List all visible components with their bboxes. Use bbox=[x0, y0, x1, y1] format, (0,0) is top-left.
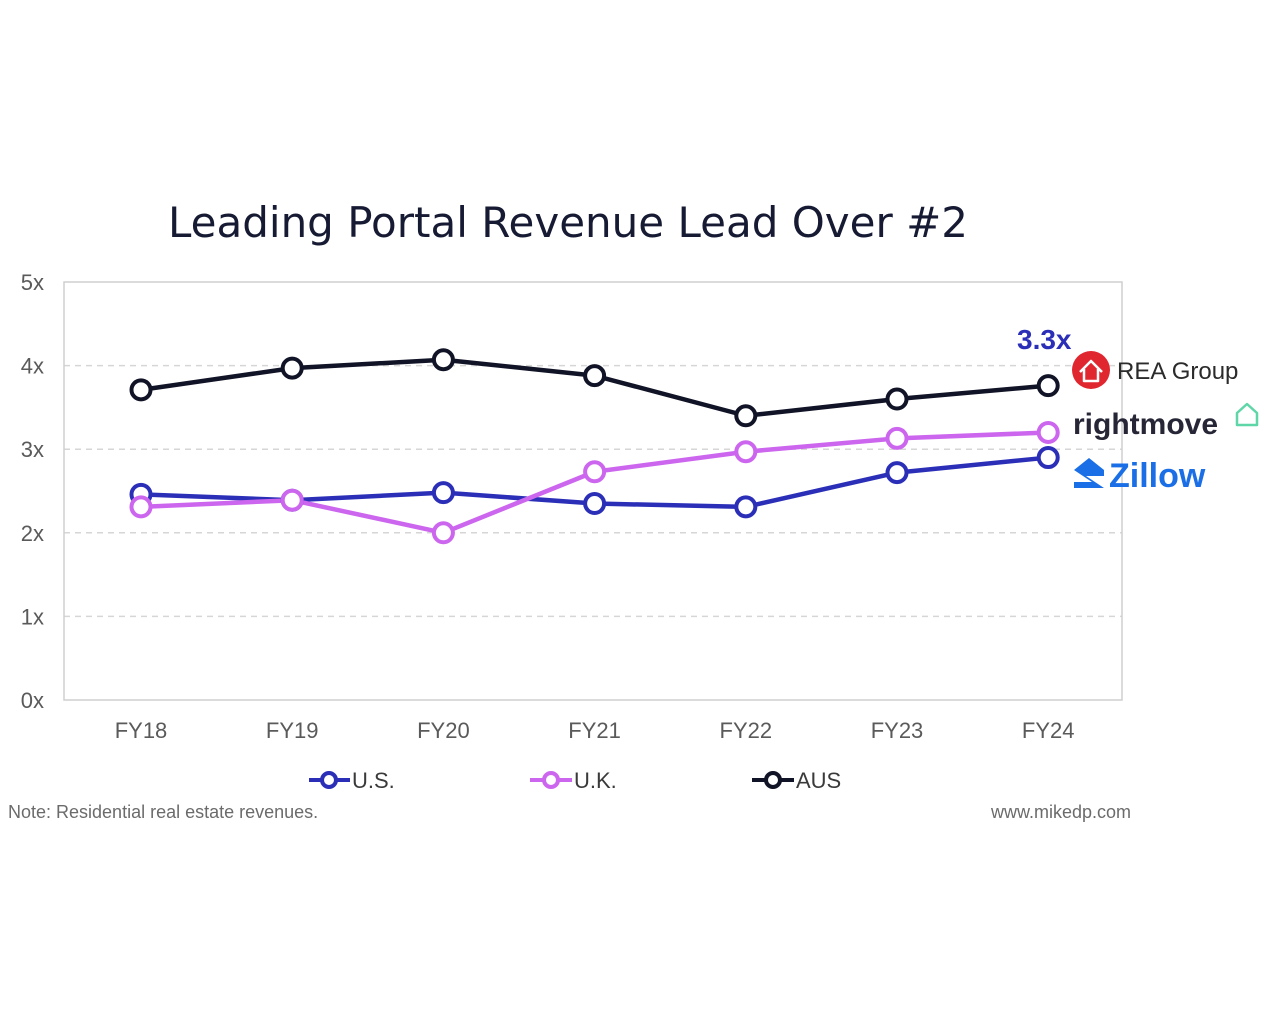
legend-label-uk: U.K. bbox=[574, 768, 617, 793]
source-credit: www.mikedp.com bbox=[990, 802, 1131, 822]
legend-item-us: U.S. bbox=[309, 768, 395, 793]
data-point-uk bbox=[734, 440, 758, 464]
data-point-uk bbox=[1036, 420, 1060, 444]
gridlines bbox=[64, 364, 1122, 618]
data-point-us bbox=[431, 481, 455, 505]
data-point-us bbox=[1036, 446, 1060, 470]
rea-house-icon bbox=[1072, 351, 1110, 389]
legend-label-aus: AUS bbox=[796, 768, 841, 793]
data-point-uk bbox=[280, 488, 304, 512]
x-tick-label: FY21 bbox=[568, 718, 621, 743]
legend: U.S. U.K. AUS bbox=[309, 768, 841, 793]
x-tick-label: FY19 bbox=[266, 718, 319, 743]
data-point-uk bbox=[583, 460, 607, 484]
x-tick-label: FY22 bbox=[720, 718, 773, 743]
data-point-us bbox=[734, 495, 758, 519]
legend-marker-aus bbox=[764, 771, 782, 789]
y-tick-label: 0x bbox=[21, 688, 44, 713]
series-points bbox=[129, 348, 1060, 545]
y-tick-label: 1x bbox=[21, 604, 44, 629]
footnote: Note: Residential real estate revenues. bbox=[8, 802, 318, 822]
rightmove-logo: rightmove bbox=[1073, 402, 1259, 441]
zillow-z-icon bbox=[1074, 458, 1104, 488]
data-point-uk bbox=[129, 495, 153, 519]
data-point-aus bbox=[1036, 374, 1060, 398]
data-point-uk bbox=[431, 521, 455, 545]
data-point-aus bbox=[734, 404, 758, 428]
y-tick-label: 3x bbox=[21, 437, 44, 462]
chart-title: Leading Portal Revenue Lead Over #2 bbox=[168, 198, 968, 247]
y-tick-label: 2x bbox=[21, 521, 44, 546]
rea-house-glyph-icon bbox=[1079, 359, 1103, 383]
x-tick-label: FY18 bbox=[115, 718, 168, 743]
zillow-logo: Zillow bbox=[1074, 457, 1206, 495]
rightmove-label: rightmove bbox=[1073, 408, 1218, 441]
legend-label-us: U.S. bbox=[352, 768, 395, 793]
legend-item-uk: U.K. bbox=[530, 768, 617, 793]
x-tick-label: FY20 bbox=[417, 718, 470, 743]
data-point-us bbox=[583, 492, 607, 516]
x-tick-label: FY23 bbox=[871, 718, 924, 743]
rightmove-house-icon bbox=[1235, 402, 1259, 427]
x-axis-ticks: FY18 FY19 FY20 FY21 FY22 FY23 FY24 bbox=[115, 718, 1075, 743]
y-tick-label: 4x bbox=[21, 354, 44, 379]
legend-marker-uk bbox=[542, 771, 560, 789]
data-point-aus bbox=[583, 364, 607, 388]
x-tick-label: FY24 bbox=[1022, 718, 1075, 743]
legend-marker-us bbox=[320, 771, 338, 789]
data-point-aus bbox=[129, 378, 153, 402]
data-point-us bbox=[885, 461, 909, 485]
legend-item-aus: AUS bbox=[752, 768, 841, 793]
plot-area-border bbox=[63, 281, 1123, 701]
zillow-label: Zillow bbox=[1109, 457, 1206, 495]
data-point-uk bbox=[885, 426, 909, 450]
rea-group-label: REA Group bbox=[1117, 358, 1238, 385]
rea-group-logo: REA Group bbox=[1072, 351, 1238, 389]
annotation-label: 3.3x bbox=[1017, 324, 1072, 355]
y-axis-ticks: 0x 1x 2x 3x 4x 5x bbox=[21, 270, 44, 713]
y-tick-label: 5x bbox=[21, 270, 44, 295]
data-point-aus bbox=[431, 348, 455, 372]
data-point-aus bbox=[885, 387, 909, 411]
data-point-aus bbox=[280, 356, 304, 380]
